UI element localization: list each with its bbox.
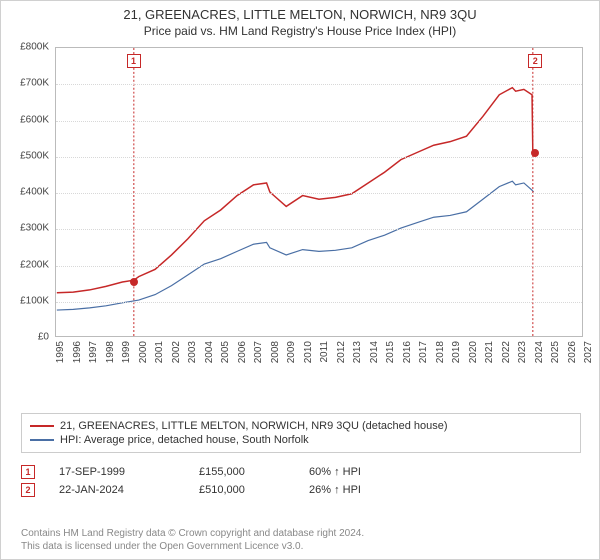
x-axis-label: 2027 xyxy=(583,341,594,363)
event-delta: 26% ↑ HPI xyxy=(309,484,429,496)
y-axis-label: £300K xyxy=(9,223,53,234)
x-axis-label: 2020 xyxy=(468,341,479,363)
x-axis-label: 1997 xyxy=(88,341,99,363)
x-axis-label: 2022 xyxy=(501,341,512,363)
legend-swatch-icon xyxy=(30,425,54,427)
event-row: 2 22-JAN-2024 £510,000 26% ↑ HPI xyxy=(21,483,581,497)
x-axis-label: 2010 xyxy=(303,341,314,363)
x-axis-label: 2009 xyxy=(286,341,297,363)
x-axis-label: 2002 xyxy=(171,341,182,363)
y-axis-label: £800K xyxy=(9,42,53,53)
event-row: 1 17-SEP-1999 £155,000 60% ↑ HPI xyxy=(21,465,581,479)
y-axis-label: £0 xyxy=(9,332,53,343)
event-delta: 60% ↑ HPI xyxy=(309,466,429,478)
x-axis-label: 2023 xyxy=(517,341,528,363)
x-axis-label: 2013 xyxy=(352,341,363,363)
event-date: 22-JAN-2024 xyxy=(59,484,189,496)
x-axis-label: 2004 xyxy=(204,341,215,363)
y-axis-label: £100K xyxy=(9,295,53,306)
y-axis-label: £400K xyxy=(9,187,53,198)
x-axis-label: 1996 xyxy=(72,341,83,363)
x-axis-label: 2018 xyxy=(435,341,446,363)
footer-line1: Contains HM Land Registry data © Crown c… xyxy=(21,527,581,540)
chart-subtitle: Price paid vs. HM Land Registry's House … xyxy=(1,24,599,38)
event-marker: 2 xyxy=(21,483,35,497)
x-axis-label: 2001 xyxy=(154,341,165,363)
x-axis-label: 2007 xyxy=(253,341,264,363)
event-price: £510,000 xyxy=(199,484,299,496)
y-axis-label: £200K xyxy=(9,259,53,270)
legend-label: HPI: Average price, detached house, Sout… xyxy=(60,434,309,446)
plot-area: 12 xyxy=(55,47,583,337)
event-date: 17-SEP-1999 xyxy=(59,466,189,478)
sale-point-icon xyxy=(130,278,138,286)
event-table: 1 17-SEP-1999 £155,000 60% ↑ HPI 2 22-JAN-202… xyxy=(21,461,581,501)
footer-line2: This data is licensed under the Open Gov… xyxy=(21,540,581,553)
x-axis-label: 2026 xyxy=(567,341,578,363)
chart-container: 21, GREENACRES, LITTLE MELTON, NORWICH, … xyxy=(0,0,600,560)
x-axis-label: 2008 xyxy=(270,341,281,363)
legend: 21, GREENACRES, LITTLE MELTON, NORWICH, … xyxy=(21,413,581,453)
event-price: £155,000 xyxy=(199,466,299,478)
y-axis-label: £500K xyxy=(9,150,53,161)
x-axis-label: 2016 xyxy=(402,341,413,363)
legend-row: 21, GREENACRES, LITTLE MELTON, NORWICH, … xyxy=(30,420,572,432)
y-axis-label: £700K xyxy=(9,78,53,89)
x-axis-label: 2000 xyxy=(138,341,149,363)
event-marker-box: 2 xyxy=(528,54,542,68)
legend-swatch-icon xyxy=(30,439,54,441)
sale-point-icon xyxy=(531,149,539,157)
series-property xyxy=(57,88,533,293)
legend-row: HPI: Average price, detached house, Sout… xyxy=(30,434,572,446)
x-axis-label: 2003 xyxy=(187,341,198,363)
x-axis-label: 2014 xyxy=(369,341,380,363)
event-marker-box: 1 xyxy=(127,54,141,68)
legend-label: 21, GREENACRES, LITTLE MELTON, NORWICH, … xyxy=(60,420,448,432)
chart-svg xyxy=(56,48,582,336)
event-marker: 1 xyxy=(21,465,35,479)
title-block: 21, GREENACRES, LITTLE MELTON, NORWICH, … xyxy=(1,1,599,42)
chart-title: 21, GREENACRES, LITTLE MELTON, NORWICH, … xyxy=(1,7,599,22)
chart-area: 12 £0£100K£200K£300K£400K£500K£600K£700K… xyxy=(11,47,591,377)
x-axis-label: 2017 xyxy=(418,341,429,363)
x-axis-label: 2012 xyxy=(336,341,347,363)
x-axis-label: 2025 xyxy=(550,341,561,363)
y-axis-label: £600K xyxy=(9,114,53,125)
x-axis-label: 1998 xyxy=(105,341,116,363)
x-axis-label: 2019 xyxy=(451,341,462,363)
x-axis-label: 2006 xyxy=(237,341,248,363)
x-axis-label: 2024 xyxy=(534,341,545,363)
x-axis-label: 2011 xyxy=(319,341,330,363)
x-axis-label: 2015 xyxy=(385,341,396,363)
footer-attribution: Contains HM Land Registry data © Crown c… xyxy=(21,527,581,553)
x-axis-label: 1995 xyxy=(55,341,66,363)
x-axis-label: 2005 xyxy=(220,341,231,363)
x-axis-label: 1999 xyxy=(121,341,132,363)
x-axis-label: 2021 xyxy=(484,341,495,363)
